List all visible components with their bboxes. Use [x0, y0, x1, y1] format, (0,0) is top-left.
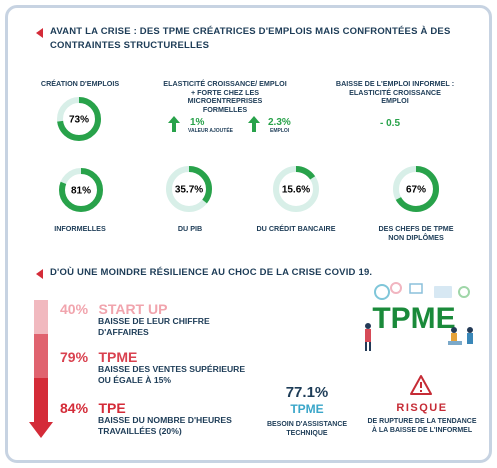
informal-elasticity-value: - 0.5	[380, 118, 401, 129]
section1-title: AVANT LA CRISE : DES TPME CRÉATRICES D'E…	[50, 26, 451, 51]
assist-desc: BESOIN D'ASSISTANCE TECHNIQUE	[266, 421, 348, 437]
tpme-illustration: TPME	[365, 282, 473, 351]
ring-chart-pib: 35.7%	[166, 166, 212, 212]
assist-value: 77.1%	[285, 384, 329, 401]
risk-desc: DE RUPTURE DE LA TENDANCE À LA BAISSE DE…	[367, 418, 477, 434]
bullet-arrow-icon	[36, 269, 43, 279]
ring-label-chefs: DES CHEFS DE TPME NON DIPLÔMES	[378, 224, 454, 242]
col1-header: CRÉATION D'EMPLOIS	[40, 79, 120, 88]
stat-employment-caption: EMPLOI	[270, 128, 290, 134]
row-title: TPME	[98, 349, 138, 365]
impact-row-tpe: 84% TPE	[60, 400, 126, 418]
ring-arc	[59, 168, 103, 212]
stat-employment: 2.3%	[268, 117, 291, 128]
red-down-arrow-icon	[29, 300, 53, 438]
section2-title: D'OÙ UNE MOINDRE RÉSILIENCE AU CHOC DE L…	[50, 267, 373, 278]
row-percent: 40%	[60, 301, 89, 317]
ring-chart-informelles: 81%	[59, 168, 103, 212]
ring-arc	[57, 97, 101, 141]
tpme-logo-text: TPME	[372, 302, 455, 335]
ring-chart-chefs-tpme: 67%	[393, 166, 439, 212]
svg-text:35.7%: 35.7%	[175, 185, 203, 196]
ring-label-pib: DU PIB	[177, 224, 203, 233]
ring-label-credit: DU CRÉDIT BANCAIRE	[256, 224, 336, 233]
row-title: TPE	[98, 400, 126, 416]
ring-label-informelles: INFORMELLES	[54, 224, 106, 233]
assist-title: TPME	[290, 402, 324, 416]
svg-text:15.6%: 15.6%	[282, 185, 310, 196]
ring-chart-credit-bancaire: 15.6%	[273, 166, 319, 212]
ring-chart-creation-emplois: 73%	[57, 97, 101, 141]
ring-value: 73%	[69, 115, 89, 126]
row-desc-tpme: BAISSE DES VENTES SUPÉRIEURE OU ÉGALE À …	[98, 364, 246, 385]
row-desc-startup: BAISSE DE LEUR CHIFFRE D'AFFAIRES	[98, 316, 210, 337]
ring-arc	[393, 166, 439, 212]
row-title: START UP	[98, 301, 168, 317]
green-up-arrow-icon	[168, 116, 180, 132]
svg-text:81%: 81%	[71, 186, 91, 197]
svg-text:67%: 67%	[406, 185, 426, 196]
stat-value-added-caption: VALEUR AJOUTÉE	[188, 128, 234, 134]
infographic-card	[5, 5, 492, 463]
row-percent: 79%	[60, 349, 89, 365]
impact-row-tpme: 79% TPME	[60, 349, 137, 367]
ring-arc	[166, 166, 212, 212]
col2-header: ELASTICITÉ CROISSANCE/ EMPLOI + FORTE CH…	[163, 79, 287, 114]
stat-value-added: 1%	[190, 117, 205, 128]
risk-title: RISQUE	[396, 402, 448, 414]
col3-header: BAISSE DE L'EMPLOI INFORMEL : ELASTICITÉ…	[335, 79, 455, 105]
bullet-arrow-icon	[36, 28, 43, 38]
row-desc-tpe: BAISSE DU NOMBRE D'HEURES TRAVAILLÉES (2…	[98, 415, 232, 436]
ring-arc	[273, 166, 319, 212]
impact-row-startup: 40% START UP	[60, 301, 167, 319]
row-percent: 84%	[60, 400, 89, 416]
warning-triangle-icon	[410, 375, 432, 395]
green-up-arrow-icon	[248, 116, 260, 132]
